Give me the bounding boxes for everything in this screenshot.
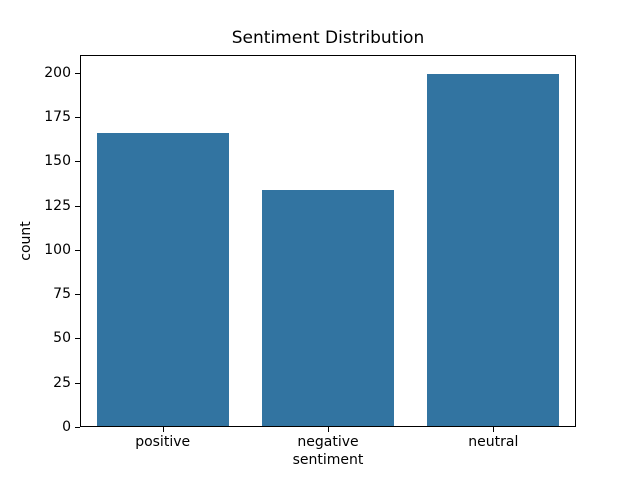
y-tick-label-125: 125 [44, 197, 71, 214]
x-tick-label-neutral: neutral [468, 434, 519, 450]
y-tick-mark-25 [75, 382, 80, 384]
bar-positive [96, 132, 229, 427]
y-tick-label-50: 50 [53, 330, 71, 347]
x-tick-mark-negative [328, 427, 329, 432]
bar-neutral [427, 74, 560, 427]
y-tick-mark-125 [75, 205, 80, 207]
y-tick-label-200: 200 [44, 64, 71, 81]
x-axis-label: sentiment [292, 452, 364, 468]
bar-negative [261, 189, 395, 427]
y-tick-label-25: 25 [53, 374, 71, 391]
chart-title: Sentiment Distribution [231, 28, 425, 48]
x-tick-mark-neutral [493, 427, 495, 432]
y-tick-label-0: 0 [62, 419, 71, 435]
y-tick-label-175: 175 [44, 109, 71, 125]
y-tick-mark-50 [75, 338, 80, 340]
y-tick-mark-175 [75, 117, 80, 118]
y-tick-mark-100 [75, 249, 80, 251]
y-tick-mark-200 [75, 72, 80, 74]
x-tick-mark-positive [162, 427, 164, 432]
y-tick-mark-75 [75, 294, 80, 296]
y-tick-label-100: 100 [44, 241, 71, 258]
y-tick-label-150: 150 [44, 153, 71, 170]
y-tick-label-75: 75 [53, 286, 71, 303]
x-tick-label-positive: positive [135, 434, 191, 450]
x-tick-label-negative: negative [297, 434, 359, 450]
y-tick-mark-150 [75, 161, 80, 163]
y-tick-mark-0 [75, 427, 80, 428]
